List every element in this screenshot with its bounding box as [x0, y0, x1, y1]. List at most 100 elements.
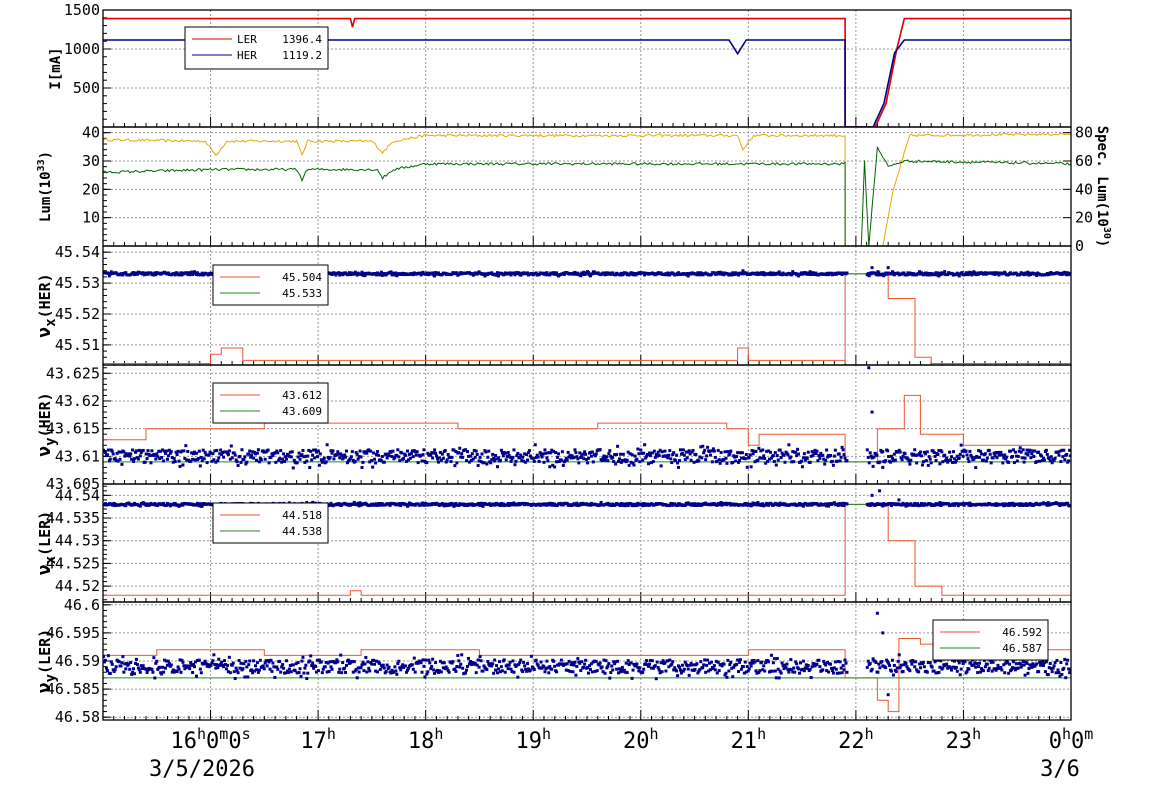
measured-point	[653, 455, 657, 459]
measured-point	[833, 660, 837, 664]
measured-point	[544, 451, 548, 455]
measured-point	[469, 458, 473, 462]
measured-point	[217, 657, 221, 661]
measured-point	[122, 450, 126, 454]
measured-point	[118, 457, 122, 461]
measured-point	[627, 463, 631, 467]
measured-point	[495, 457, 499, 461]
measured-point	[1029, 663, 1033, 667]
measured-point	[618, 504, 622, 508]
measured-point	[717, 458, 721, 462]
measured-point	[794, 450, 798, 454]
measured-point	[832, 501, 836, 505]
measured-point	[919, 666, 923, 670]
measured-point	[299, 674, 303, 678]
measured-point	[355, 273, 359, 277]
measured-point	[831, 671, 835, 675]
measured-point	[704, 670, 708, 674]
measured-point	[351, 458, 355, 462]
measured-point	[455, 271, 459, 275]
measured-point	[355, 676, 359, 680]
measured-point	[932, 450, 936, 454]
measured-point	[213, 663, 217, 667]
measured-point	[448, 456, 452, 460]
measured-point	[845, 271, 849, 275]
measured-point	[722, 273, 726, 277]
measured-point	[961, 454, 965, 458]
measured-point	[590, 670, 594, 674]
measured-point	[168, 504, 172, 508]
measured-point	[738, 459, 742, 463]
y-tick-label: 40	[82, 124, 100, 142]
measured-point	[378, 667, 382, 671]
measured-point	[455, 461, 459, 465]
measured-point	[228, 457, 232, 461]
measured-point	[110, 662, 114, 666]
measured-point	[646, 663, 650, 667]
measured-point	[388, 503, 392, 507]
measured-point	[188, 667, 192, 671]
measured-point	[954, 665, 958, 669]
measured-point	[725, 675, 729, 679]
measured-point	[297, 451, 301, 455]
measured-point	[660, 670, 664, 674]
measured-point	[588, 503, 592, 507]
measured-point	[717, 272, 721, 276]
measured-point	[714, 659, 718, 663]
measured-point	[259, 458, 263, 462]
measured-point	[629, 460, 633, 464]
measured-point	[710, 460, 714, 464]
measured-point	[505, 663, 509, 667]
measured-point	[273, 451, 277, 455]
measured-point	[946, 273, 950, 277]
measured-point	[719, 500, 723, 504]
measured-point	[866, 272, 870, 276]
measured-point	[227, 449, 231, 453]
measured-point	[709, 660, 713, 664]
measured-point	[605, 666, 609, 670]
measured-point	[421, 501, 425, 505]
measured-point	[389, 270, 393, 274]
measured-point	[111, 668, 115, 672]
measured-point	[480, 452, 484, 456]
measured-point	[919, 454, 923, 458]
measured-point	[602, 454, 606, 458]
measured-point	[1067, 667, 1071, 671]
measured-point	[975, 662, 979, 666]
measured-point	[875, 453, 879, 457]
measured-point	[761, 448, 765, 452]
measured-point	[814, 452, 818, 456]
measured-point	[965, 271, 969, 275]
measured-point	[519, 453, 523, 457]
measured-point	[468, 659, 472, 663]
measured-point	[350, 660, 354, 664]
measured-point	[977, 665, 981, 669]
measured-point	[790, 460, 794, 464]
measured-point	[525, 669, 529, 673]
measured-point	[719, 450, 723, 454]
measured-point	[499, 501, 503, 505]
measured-point	[390, 668, 394, 672]
measured-point	[819, 451, 823, 455]
measured-point	[1033, 449, 1037, 453]
measured-point	[768, 271, 772, 275]
measured-point	[384, 453, 388, 457]
measured-point	[400, 665, 404, 669]
measured-point	[904, 504, 908, 508]
measured-point	[976, 671, 980, 675]
measured-point	[667, 665, 671, 669]
measured-point	[978, 455, 982, 459]
series-line-1	[103, 146, 1071, 246]
measured-point	[839, 455, 843, 459]
measured-point	[997, 273, 1001, 277]
measured-point	[638, 666, 642, 670]
measured-point	[244, 462, 248, 466]
measured-point	[682, 453, 686, 457]
measured-point	[739, 456, 743, 460]
measured-point	[1023, 456, 1027, 460]
measured-point	[1058, 449, 1062, 453]
measured-point	[808, 270, 812, 274]
measured-point	[442, 661, 446, 665]
legend-box	[212, 382, 329, 424]
measured-point	[683, 660, 687, 664]
